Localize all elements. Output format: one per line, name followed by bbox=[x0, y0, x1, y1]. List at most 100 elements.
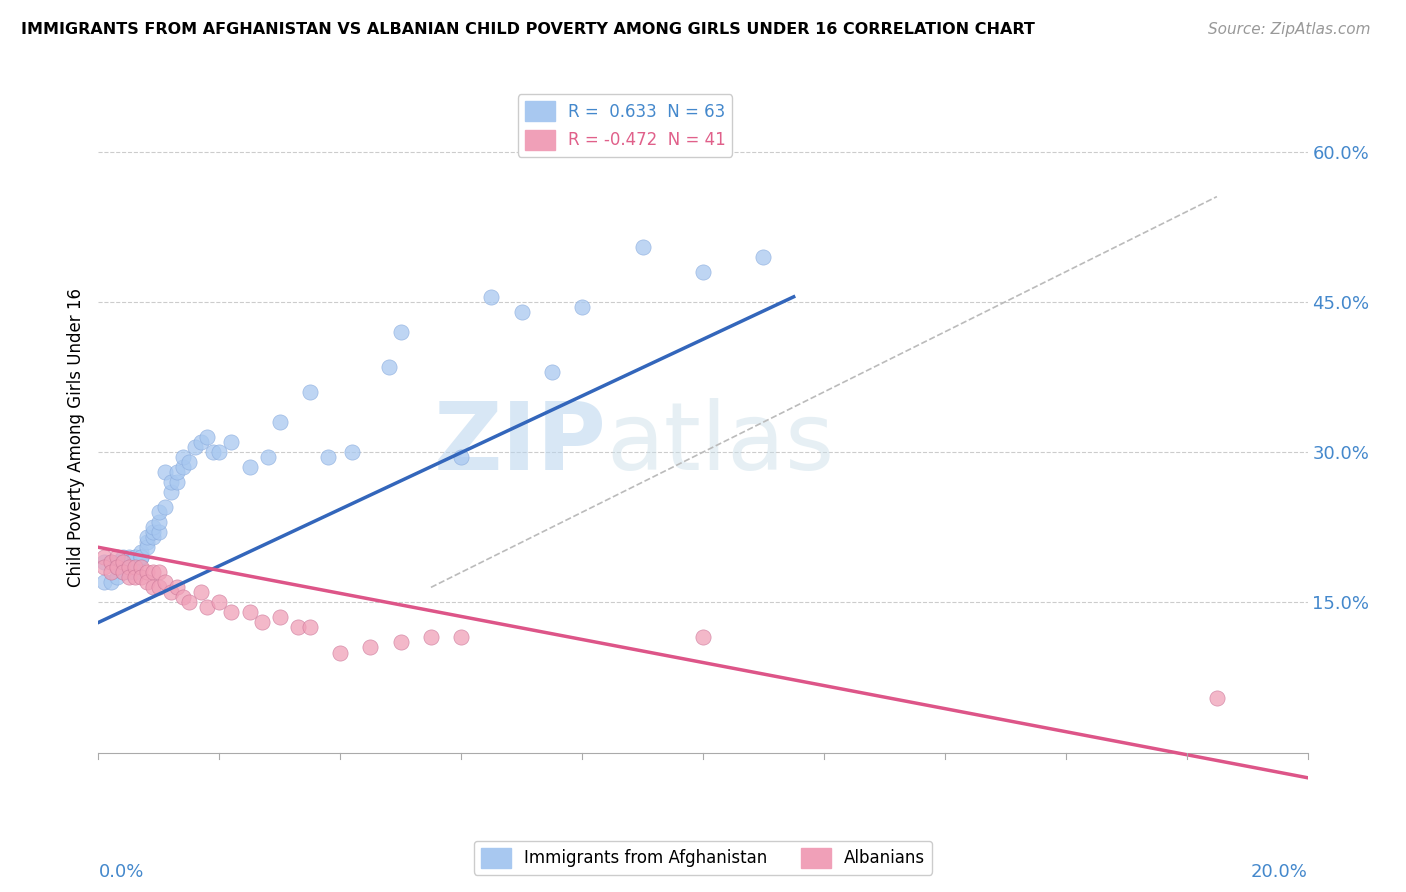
Point bbox=[93, 560, 115, 574]
Point bbox=[166, 475, 188, 490]
Point bbox=[239, 606, 262, 620]
Point bbox=[172, 450, 194, 464]
Point bbox=[166, 465, 188, 479]
Point bbox=[100, 575, 122, 590]
Point bbox=[179, 455, 201, 469]
Point bbox=[481, 290, 503, 304]
Point bbox=[105, 560, 128, 574]
Y-axis label: Child Poverty Among Girls Under 16: Child Poverty Among Girls Under 16 bbox=[66, 287, 84, 587]
Point bbox=[118, 560, 141, 574]
Point bbox=[692, 265, 714, 279]
Point bbox=[752, 250, 775, 264]
Point bbox=[221, 435, 243, 450]
Point bbox=[100, 566, 122, 580]
Point bbox=[118, 555, 141, 569]
Point bbox=[148, 566, 170, 580]
Point bbox=[118, 550, 141, 565]
Point bbox=[360, 640, 382, 655]
Point bbox=[1206, 690, 1229, 705]
Point bbox=[93, 575, 115, 590]
Point bbox=[93, 550, 115, 565]
Point bbox=[329, 646, 352, 660]
Point bbox=[179, 595, 201, 609]
Point bbox=[118, 570, 141, 584]
Point bbox=[160, 485, 183, 500]
Point bbox=[239, 460, 262, 475]
Point bbox=[190, 585, 212, 599]
Text: atlas: atlas bbox=[606, 399, 835, 491]
Point bbox=[160, 585, 183, 599]
Point bbox=[105, 560, 128, 574]
Point bbox=[202, 445, 225, 459]
Point bbox=[129, 560, 152, 574]
Point bbox=[111, 566, 134, 580]
Point bbox=[172, 460, 194, 475]
Point bbox=[269, 610, 291, 624]
Point bbox=[111, 555, 134, 569]
Point bbox=[269, 415, 291, 429]
Point bbox=[221, 606, 243, 620]
Point bbox=[148, 515, 170, 529]
Point bbox=[377, 359, 399, 374]
Point bbox=[100, 555, 122, 569]
Legend: R =  0.633  N = 63, R = -0.472  N = 41: R = 0.633 N = 63, R = -0.472 N = 41 bbox=[517, 95, 733, 157]
Point bbox=[148, 580, 170, 594]
Point bbox=[105, 570, 128, 584]
Point bbox=[287, 620, 309, 634]
Point bbox=[124, 560, 146, 574]
Point bbox=[111, 566, 134, 580]
Point bbox=[389, 325, 412, 339]
Point bbox=[299, 620, 322, 634]
Point bbox=[135, 566, 157, 580]
Point bbox=[250, 615, 273, 630]
Point bbox=[692, 631, 714, 645]
Point bbox=[105, 555, 128, 569]
Point bbox=[184, 440, 207, 454]
Point bbox=[208, 595, 231, 609]
Point bbox=[190, 435, 212, 450]
Point bbox=[124, 550, 146, 565]
Point bbox=[111, 555, 134, 569]
Point bbox=[510, 305, 533, 319]
Point bbox=[256, 450, 278, 464]
Point bbox=[148, 525, 170, 540]
Point bbox=[129, 570, 152, 584]
Point bbox=[129, 550, 152, 565]
Point bbox=[571, 300, 593, 314]
Point bbox=[208, 445, 231, 459]
Text: ZIP: ZIP bbox=[433, 399, 606, 491]
Point bbox=[142, 580, 165, 594]
Text: 20.0%: 20.0% bbox=[1251, 863, 1308, 881]
Legend: Immigrants from Afghanistan, Albanians: Immigrants from Afghanistan, Albanians bbox=[474, 841, 932, 875]
Point bbox=[420, 631, 443, 645]
Point bbox=[142, 525, 165, 540]
Point bbox=[299, 384, 322, 399]
Point bbox=[540, 365, 562, 379]
Point bbox=[142, 520, 165, 534]
Point bbox=[124, 570, 146, 584]
Point bbox=[160, 475, 183, 490]
Point bbox=[450, 631, 472, 645]
Point bbox=[124, 550, 146, 565]
Point bbox=[389, 635, 412, 649]
Point bbox=[129, 550, 152, 565]
Point bbox=[111, 560, 134, 574]
Point bbox=[342, 445, 364, 459]
Point bbox=[124, 560, 146, 574]
Point bbox=[129, 550, 152, 565]
Point bbox=[631, 240, 654, 254]
Point bbox=[129, 545, 152, 559]
Point bbox=[135, 541, 157, 555]
Text: 0.0%: 0.0% bbox=[98, 863, 143, 881]
Point bbox=[195, 430, 218, 444]
Text: IMMIGRANTS FROM AFGHANISTAN VS ALBANIAN CHILD POVERTY AMONG GIRLS UNDER 16 CORRE: IMMIGRANTS FROM AFGHANISTAN VS ALBANIAN … bbox=[21, 22, 1035, 37]
Point bbox=[153, 500, 176, 515]
Point bbox=[172, 591, 194, 605]
Point bbox=[100, 555, 122, 569]
Point bbox=[195, 600, 218, 615]
Point bbox=[118, 560, 141, 574]
Point bbox=[166, 580, 188, 594]
Point bbox=[148, 505, 170, 519]
Point bbox=[105, 550, 128, 565]
Text: Source: ZipAtlas.com: Source: ZipAtlas.com bbox=[1208, 22, 1371, 37]
